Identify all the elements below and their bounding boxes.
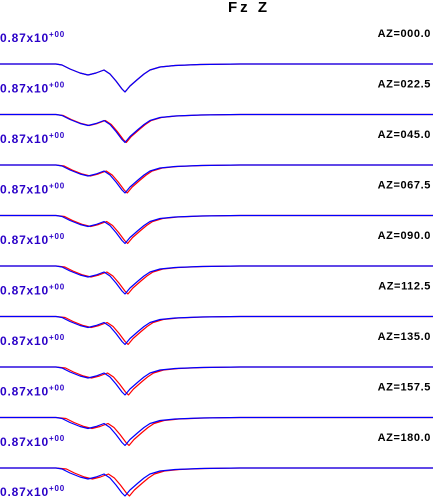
blue-trace — [0, 63, 433, 93]
azimuth-label: AZ=067.5 — [378, 180, 431, 192]
trace-panel: 0.87x10+00 AZ=067.5 — [0, 180, 433, 245]
blue-trace — [0, 366, 433, 396]
amplitude-exponent: +00 — [49, 283, 65, 292]
amplitude-exponent: +00 — [49, 30, 65, 39]
trace-panel: 0.87x10+00 AZ=022.5 — [0, 79, 433, 144]
trace-panel: 0.87x10+00 AZ=180.0 — [0, 432, 433, 497]
azimuth-label: AZ=135.0 — [378, 331, 431, 343]
azimuth-label: AZ=045.0 — [378, 129, 431, 141]
amplitude-mantissa: 0.87x10 — [0, 82, 49, 96]
azimuth-label: AZ=180.0 — [378, 432, 431, 444]
blue-trace — [0, 467, 433, 497]
amplitude-mantissa: 0.87x10 — [0, 485, 49, 499]
amplitude-mantissa: 0.87x10 — [0, 31, 49, 45]
azimuth-label: AZ=157.5 — [378, 382, 431, 394]
amplitude-mantissa: 0.87x10 — [0, 284, 49, 298]
azimuth-label: AZ=000.0 — [378, 28, 431, 40]
amplitude-label-4: 0.87x10+00 — [0, 232, 65, 247]
chart-title: Fz Z — [228, 0, 270, 16]
amplitude-label-0: 0.87x10+00 — [0, 30, 65, 45]
amplitude-mantissa: 0.87x10 — [0, 233, 49, 247]
blue-trace — [0, 315, 433, 346]
azimuth-label: AZ=022.5 — [378, 79, 431, 91]
trace-panel: 0.87x10+00 AZ=000.0 — [0, 28, 433, 93]
amplitude-exponent: +00 — [49, 182, 65, 191]
amplitude-exponent: +00 — [49, 232, 65, 241]
amplitude-exponent: +00 — [49, 384, 65, 393]
amplitude-label-1: 0.87x10+00 — [0, 81, 65, 96]
amplitude-exponent: +00 — [49, 434, 65, 443]
amplitude-label-8: 0.87x10+00 — [0, 434, 65, 449]
amplitude-label-7: 0.87x10+00 — [0, 384, 65, 399]
amplitude-mantissa: 0.87x10 — [0, 334, 49, 348]
amplitude-label-6: 0.87x10+00 — [0, 333, 65, 348]
amplitude-label-5: 0.87x10+00 — [0, 283, 65, 298]
blue-trace — [0, 265, 433, 295]
blue-trace — [0, 416, 433, 447]
amplitude-mantissa: 0.87x10 — [0, 385, 49, 399]
trace-panel: 0.87x10+00 AZ=135.0 — [0, 331, 433, 396]
trace-panel-bottom: 0.87x10+00 — [0, 484, 65, 499]
trace-panels: 0.87x10+00 AZ=000.00.87x10+00 AZ=022.50.87… — [0, 28, 433, 499]
blue-trace — [0, 164, 433, 194]
amplitude-exponent: +00 — [49, 484, 65, 493]
trace-panel: 0.87x10+00 AZ=112.5 — [0, 281, 433, 346]
amplitude-mantissa: 0.87x10 — [0, 132, 49, 146]
amplitude-label-3: 0.87x10+00 — [0, 182, 65, 197]
amplitude-label-2: 0.87x10+00 — [0, 131, 65, 146]
blue-trace — [0, 214, 433, 245]
blue-trace — [0, 113, 433, 144]
trace-panel: 0.87x10+00 AZ=157.5 — [0, 382, 433, 447]
amplitude-label-9: 0.87x10+00 — [0, 484, 65, 499]
azimuth-label: AZ=090.0 — [378, 230, 431, 242]
trace-panel: 0.87x10+00 AZ=090.0 — [0, 230, 433, 295]
azimuth-label: AZ=112.5 — [378, 281, 431, 293]
trace-panel: 0.87x10+00 AZ=045.0 — [0, 129, 433, 194]
amplitude-exponent: +00 — [49, 131, 65, 140]
amplitude-mantissa: 0.87x10 — [0, 435, 49, 449]
amplitude-mantissa: 0.87x10 — [0, 183, 49, 197]
amplitude-exponent: +00 — [49, 81, 65, 90]
amplitude-exponent: +00 — [49, 333, 65, 342]
